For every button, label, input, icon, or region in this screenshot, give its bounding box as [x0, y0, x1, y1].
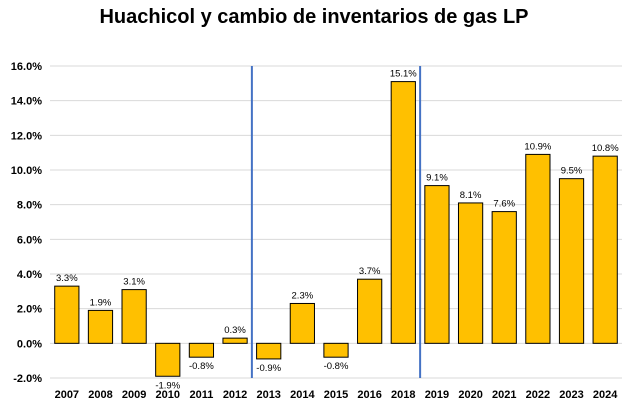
- data-label: 9.5%: [561, 166, 583, 177]
- y-tick-label: 16.0%: [11, 61, 42, 73]
- bar: [558, 178, 585, 344]
- x-tick-label: 2023: [559, 389, 583, 401]
- data-label: -1.9%: [155, 380, 180, 391]
- bar: [592, 155, 618, 344]
- data-label: 2.3%: [292, 290, 314, 301]
- y-tick-label: 0.0%: [17, 338, 42, 350]
- data-label: 8.1%: [460, 190, 482, 201]
- data-label: -0.9%: [256, 363, 281, 374]
- chart-title: Huachicol y cambio de inventarios de gas…: [99, 6, 529, 28]
- y-tick-label: 12.0%: [11, 130, 42, 142]
- bar: [222, 337, 248, 344]
- x-tick-label: 2008: [88, 389, 112, 401]
- x-tick-label: 2024: [593, 389, 618, 401]
- y-tick-label: 4.0%: [17, 269, 42, 281]
- bar: [457, 202, 484, 344]
- data-label: 0.3%: [224, 325, 246, 336]
- data-label: 9.1%: [426, 173, 448, 184]
- y-tick-label: 6.0%: [17, 234, 42, 246]
- data-label: 15.1%: [390, 69, 417, 80]
- bar: [323, 342, 349, 358]
- bar: [525, 153, 551, 344]
- x-tick-label: 2018: [391, 389, 415, 401]
- bar: [289, 302, 315, 344]
- data-label: -0.8%: [189, 361, 214, 372]
- x-tick-label: 2015: [324, 389, 348, 401]
- bar: [121, 289, 147, 344]
- bar: [256, 342, 282, 360]
- y-tick-label: 2.0%: [17, 304, 42, 316]
- bar: [155, 342, 181, 377]
- y-tick-label: 14.0%: [11, 96, 42, 108]
- bar: [87, 309, 114, 344]
- data-label: 1.9%: [90, 297, 112, 308]
- data-label: 7.6%: [493, 199, 515, 210]
- y-tick-label: 10.0%: [11, 165, 42, 177]
- bar: [491, 211, 517, 344]
- y-tick-label: 8.0%: [17, 200, 42, 212]
- x-tick-label: 2021: [492, 389, 516, 401]
- x-tick-label: 2019: [425, 389, 449, 401]
- data-label: 3.7%: [359, 266, 381, 277]
- x-tick-label: 2014: [290, 389, 315, 401]
- data-label: 10.9%: [524, 141, 551, 152]
- x-tick-label: 2020: [458, 389, 482, 401]
- x-tick-label: 2007: [55, 389, 79, 401]
- x-tick-label: 2011: [189, 389, 213, 401]
- data-label: 3.1%: [123, 277, 145, 288]
- y-tick-label: -2.0%: [13, 373, 42, 385]
- x-tick-label: 2012: [223, 389, 247, 401]
- bar: [390, 81, 416, 344]
- x-tick-label: 2009: [122, 389, 146, 401]
- x-tick-label: 2010: [156, 389, 180, 401]
- x-tick-label: 2013: [256, 389, 280, 401]
- bar: [54, 285, 80, 344]
- x-tick-label: 2022: [526, 389, 550, 401]
- bar: [188, 342, 215, 358]
- data-label: 3.3%: [56, 273, 78, 284]
- data-label: 10.8%: [592, 143, 619, 154]
- data-label: -0.8%: [324, 361, 349, 372]
- bar: [357, 278, 383, 344]
- x-tick-label: 2016: [357, 389, 381, 401]
- bar: [424, 185, 450, 344]
